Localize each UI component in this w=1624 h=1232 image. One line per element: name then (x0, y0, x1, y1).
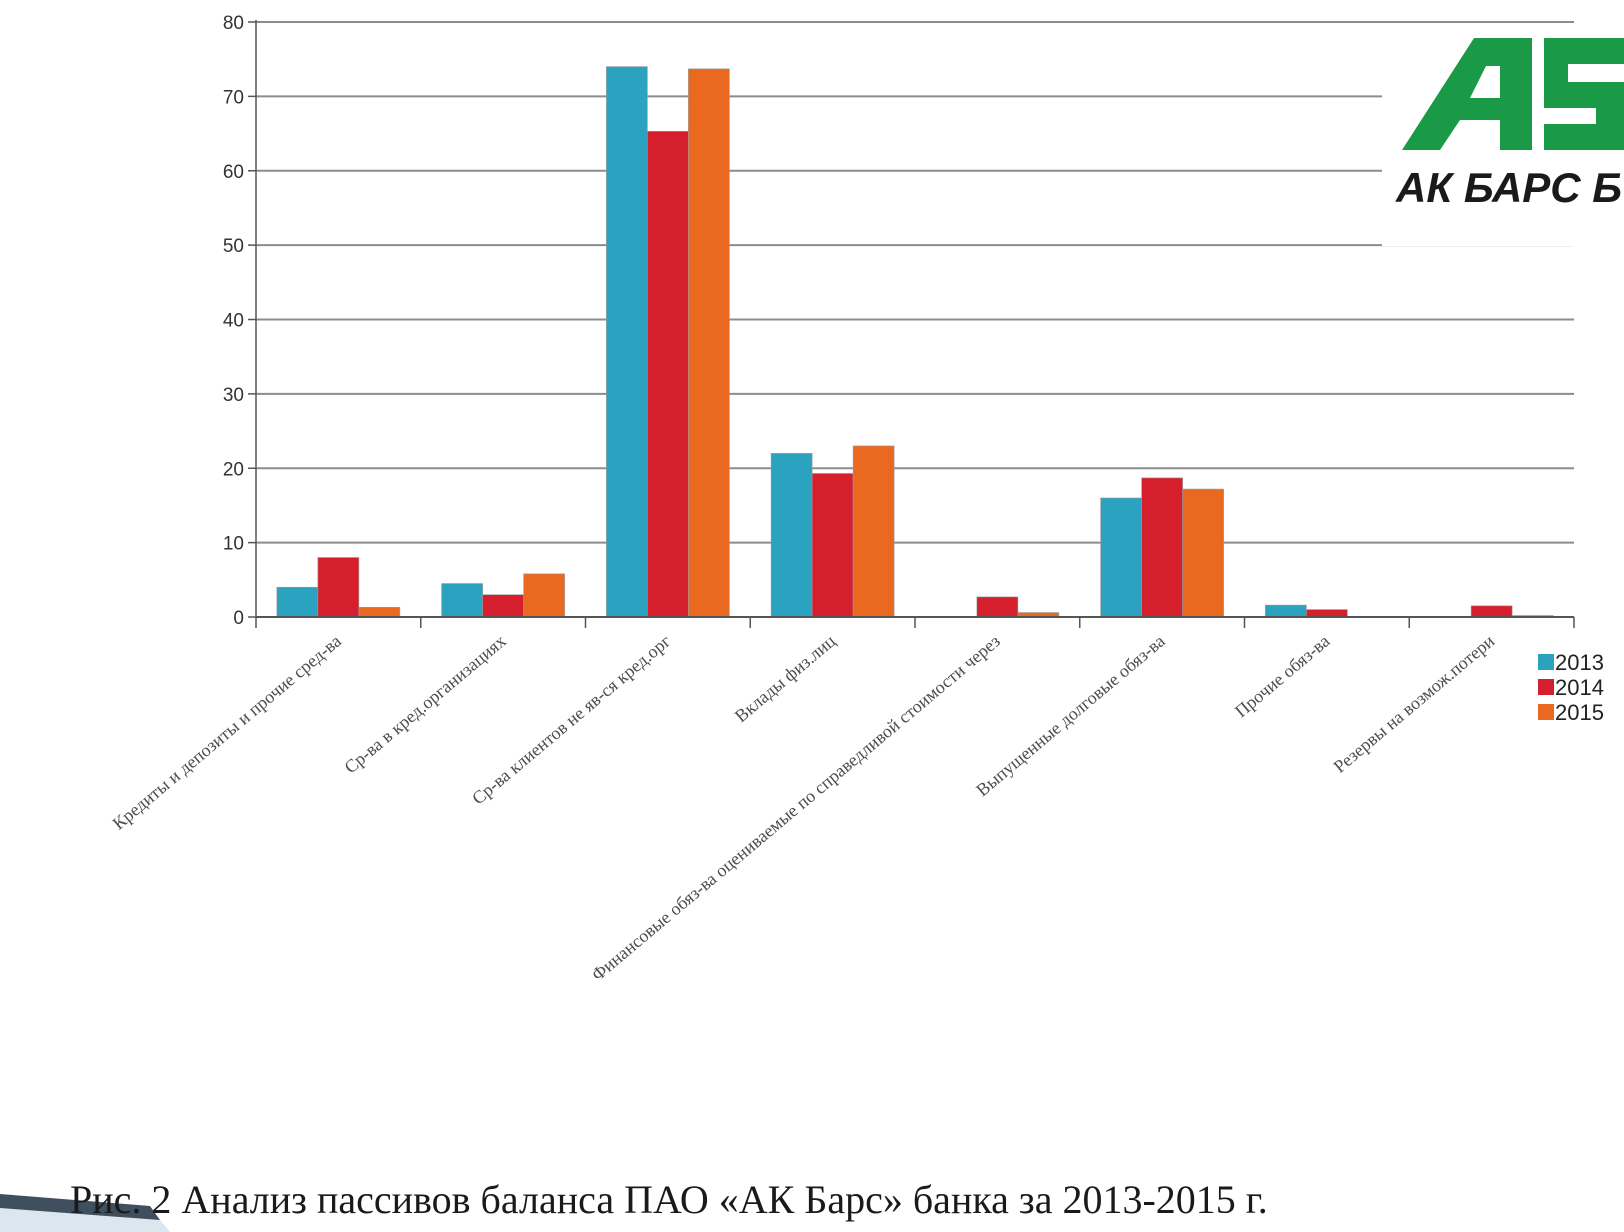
y-tick-label: 80 (223, 13, 244, 34)
bar-2013-1 (276, 586, 319, 618)
bar-2014-4 (811, 473, 854, 618)
bar-2013-3 (606, 66, 648, 618)
logo-text: АК БАРС Б (1396, 164, 1623, 211)
y-tick-label: 50 (223, 236, 244, 257)
bar-2014-6 (1141, 477, 1183, 618)
bar-2015-6 (1182, 488, 1224, 618)
bar-2014-2 (482, 594, 524, 618)
y-tick-label: 20 (223, 459, 244, 480)
x-category-label: Вклады физ.лиц (731, 631, 840, 727)
bar-2013-2 (441, 583, 483, 618)
bar-2015-2 (523, 573, 565, 618)
x-category-label: Ср-ва в кред.организациях (340, 631, 509, 778)
bar-2014-1 (317, 557, 360, 618)
y-tick-label: 60 (223, 162, 244, 183)
legend-swatch-2013 (1538, 654, 1554, 670)
x-category-label: Ср-ва клиентов не яв-ся кред.орг (468, 631, 674, 809)
y-tick-label: 30 (223, 385, 244, 406)
axes (255, 20, 1575, 628)
y-tick-label: 0 (233, 608, 244, 629)
bar-2015-4 (852, 445, 895, 618)
bar-2014-3 (647, 131, 689, 618)
bar-2014-7 (1306, 609, 1348, 618)
x-category-label: Кредиты и депозиты и прочие сред-ва (109, 631, 345, 834)
bar-2014-8 (1470, 605, 1513, 618)
x-category-label: Выпущенные долговые обяз-ва (972, 631, 1168, 800)
bar-2013-7 (1265, 604, 1307, 618)
bar-2014-5 (976, 596, 1019, 618)
y-tick-label: 10 (223, 534, 244, 555)
legend-label-2015: 2015 (1555, 700, 1604, 725)
y-tick-label: 40 (223, 311, 244, 332)
legend-swatch-2014 (1538, 679, 1554, 695)
y-tick-label: 70 (223, 87, 244, 108)
bars (276, 66, 1554, 618)
figure-caption: Рис. 2 Анализ пассивов баланса ПАО «АК Б… (70, 1177, 1268, 1222)
bar-2015-3 (688, 68, 730, 618)
x-category-label: Резервы на возмож.потери (1330, 631, 1499, 777)
x-category-label: Финансовые обяз-ва оцениваемые по справе… (588, 631, 1004, 985)
logo-emblem-icon (1402, 38, 1624, 150)
legend-swatch-2015 (1538, 704, 1554, 720)
bank-logo: АК БАРС Б (1382, 24, 1624, 246)
gridlines (256, 21, 1574, 544)
slide-accent-shape (0, 1194, 170, 1232)
legend-label-2013: 2013 (1555, 650, 1604, 675)
bar-2013-4 (770, 453, 813, 618)
y-axis-ticks: 0 10 20 30 40 50 60 70 80 (223, 13, 256, 629)
bar-2015-1 (358, 607, 401, 618)
legend-label-2014: 2014 (1555, 675, 1604, 700)
bar-2013-6 (1100, 497, 1142, 618)
x-axis-labels: Кредиты и депозиты и прочие сред-ваСр-ва… (109, 631, 1499, 985)
x-category-label: Прочие обяз-ва (1231, 631, 1334, 722)
